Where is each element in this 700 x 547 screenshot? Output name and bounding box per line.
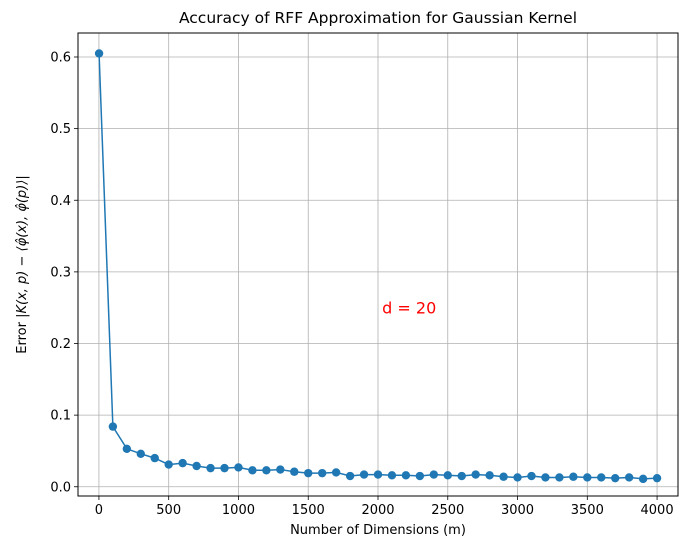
data-point (178, 458, 187, 468)
y-axis-label: Error |K(x, p) − ⟨φ̂(x), φ̂(p)⟩| (15, 175, 30, 353)
y-tick-label: 0.3 (50, 265, 71, 280)
data-point (331, 468, 341, 477)
y-axis-label-prefix: Error (15, 318, 30, 354)
data-point (583, 473, 592, 482)
chart-title: Accuracy of RFF Approximation for Gaussi… (179, 9, 577, 27)
data-point (485, 471, 494, 480)
data-point (513, 473, 522, 482)
y-tick-label: 0.2 (50, 337, 71, 352)
y-axis-label-formula: |K(x, p) − ⟨φ̂(x), φ̂(p)⟩| (15, 175, 30, 318)
y-tick-label: 0.0 (50, 480, 71, 495)
data-point (262, 466, 271, 475)
data-point (541, 473, 550, 482)
y-tick-label: 0.1 (50, 409, 71, 424)
data-point (555, 473, 564, 482)
data-point (415, 471, 425, 481)
data-point (150, 453, 159, 463)
grid (78, 33, 678, 496)
data-point (206, 463, 215, 473)
data-point (108, 422, 118, 431)
x-tick-label: 3500 (571, 503, 604, 518)
data-point (373, 470, 383, 479)
data-point (527, 471, 536, 481)
data-point (94, 49, 104, 58)
data-point (387, 471, 397, 480)
y-tick-label: 0.4 (50, 194, 71, 209)
data-point (304, 468, 313, 478)
data-point (401, 471, 411, 480)
data-series (94, 49, 662, 484)
x-tick-label: 1000 (222, 503, 255, 518)
data-point (234, 463, 243, 472)
data-point (248, 466, 257, 475)
x-tick-label: 500 (156, 503, 181, 518)
data-point (290, 467, 299, 476)
x-tick-label: 3000 (501, 503, 534, 518)
data-point (136, 449, 145, 459)
data-point (359, 470, 369, 479)
data-point (569, 472, 578, 481)
x-tick-label: 2500 (431, 503, 464, 518)
axis-ticks: 0 500 1000 1500 2000 2500 3000 3500 4000 0.0 0.1 0.… (50, 50, 673, 518)
data-point (220, 463, 229, 473)
data-point (638, 474, 648, 484)
x-tick-label: 4000 (641, 503, 674, 518)
data-point (624, 473, 634, 482)
data-point (471, 470, 480, 479)
y-tick-label: 0.6 (50, 50, 71, 65)
data-point (499, 472, 508, 481)
data-point (122, 444, 132, 453)
data-point (611, 473, 620, 483)
data-point (652, 473, 662, 483)
data-point (192, 461, 201, 471)
data-point (457, 471, 466, 481)
annotation-d-20: d = 20 (382, 299, 436, 318)
x-tick-label: 0 (95, 503, 103, 518)
data-point (429, 470, 439, 479)
data-point (597, 473, 606, 482)
data-point (345, 471, 355, 481)
data-point (276, 465, 285, 474)
x-tick-label: 1500 (292, 503, 325, 518)
x-axis-label: Number of Dimensions (m) (290, 523, 466, 538)
data-point (164, 460, 173, 469)
y-tick-label: 0.5 (50, 122, 71, 137)
data-point (443, 471, 452, 480)
x-tick-label: 2000 (361, 503, 394, 518)
data-point (317, 468, 327, 478)
